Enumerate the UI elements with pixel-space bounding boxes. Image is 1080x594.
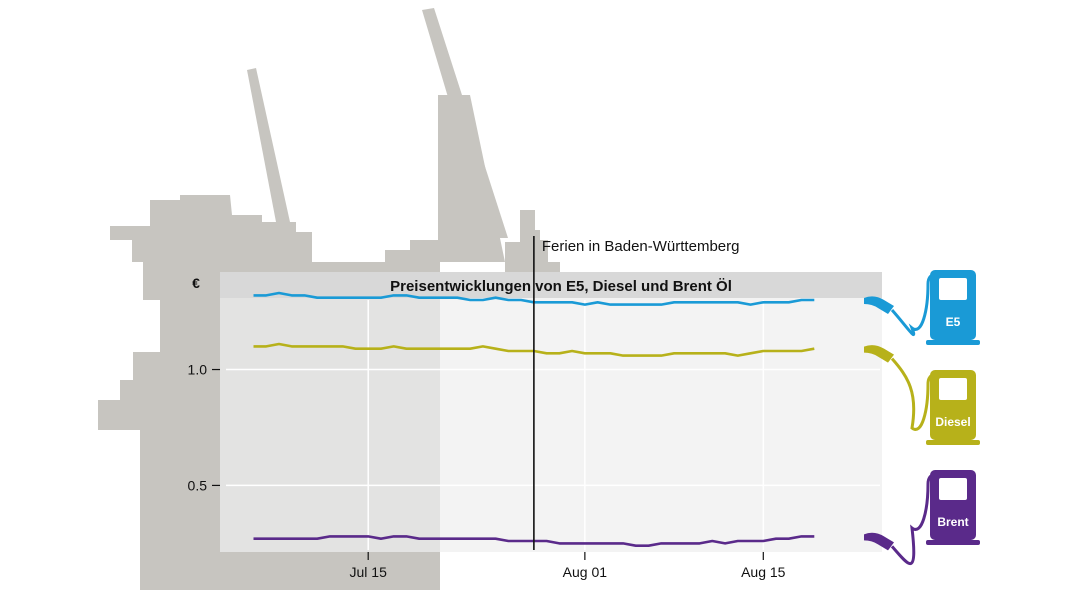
annotation-label: Ferien in Baden-Württemberg <box>542 238 740 255</box>
pump-display <box>939 378 967 400</box>
nozzle-icon-e5 <box>864 296 894 314</box>
pump-display <box>939 278 967 300</box>
pump-display <box>939 478 967 500</box>
pump-label-diesel: Diesel <box>935 415 970 429</box>
pump-base <box>926 340 980 345</box>
crane-left <box>247 68 290 222</box>
y-tick-label: 1.0 <box>188 362 208 378</box>
y-tick-label: 0.5 <box>188 477 208 493</box>
derrick <box>438 95 505 262</box>
chart-title: Preisentwicklungen von E5, Diesel und Br… <box>390 278 732 295</box>
pump-base <box>926 440 980 445</box>
pump-label-e5: E5 <box>946 315 961 329</box>
x-tick-label: Aug 01 <box>563 564 608 580</box>
y-axis-label: € <box>192 275 200 291</box>
nozzle-icon-diesel <box>864 345 894 363</box>
x-tick-label: Aug 15 <box>741 564 786 580</box>
gridlines <box>226 300 880 550</box>
hose-brent <box>890 472 939 566</box>
x-ticks: Jul 15 Aug 01 Aug 15 <box>350 552 786 580</box>
plot-panel <box>220 272 882 552</box>
nozzle-icon-brent <box>864 532 894 551</box>
holiday-annotation: Ferien in Baden-Württemberg <box>533 236 740 550</box>
y-ticks: 1.0 0.5 <box>188 362 220 493</box>
fuel-pumps: E5 Diesel Brent <box>864 270 980 566</box>
pump-base <box>926 540 980 545</box>
title-bar <box>220 272 882 298</box>
pump-label-brent: Brent <box>937 515 968 529</box>
x-tick-label: Jul 15 <box>350 564 388 580</box>
